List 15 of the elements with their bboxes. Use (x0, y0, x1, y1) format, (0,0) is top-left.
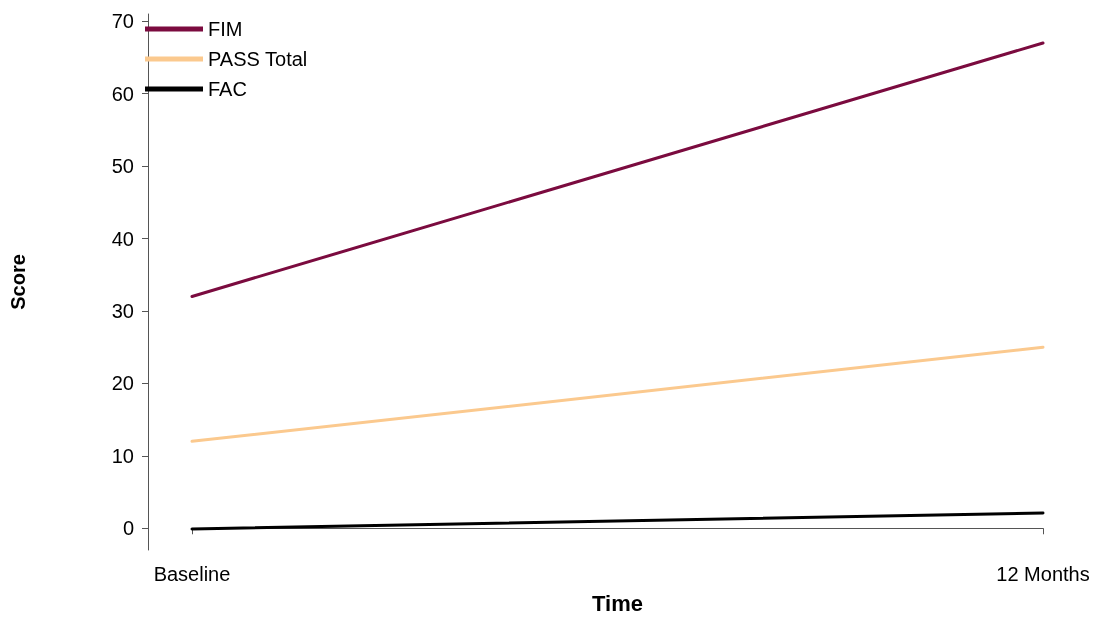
y-tick-label: 0 (122, 517, 134, 540)
y-tick-label: 40 (111, 227, 134, 250)
x-tick-label: 12 Months (996, 563, 1090, 585)
y-tick-label: 10 (111, 444, 134, 467)
x-tick-label: Baseline (153, 563, 231, 585)
y-tick-label: 50 (111, 155, 134, 178)
legend-label: FAC (208, 78, 247, 100)
y-tick-label: 20 (111, 372, 134, 395)
y-tick-label: 60 (111, 82, 134, 105)
y-tick-label: 30 (111, 299, 134, 322)
legend-label: PASS Total (208, 48, 308, 70)
legend-label: FIM (208, 18, 243, 40)
y-tick-label: 70 (111, 10, 134, 33)
y-axis-title: Score (7, 254, 29, 310)
x-axis-title: Time (592, 590, 643, 616)
